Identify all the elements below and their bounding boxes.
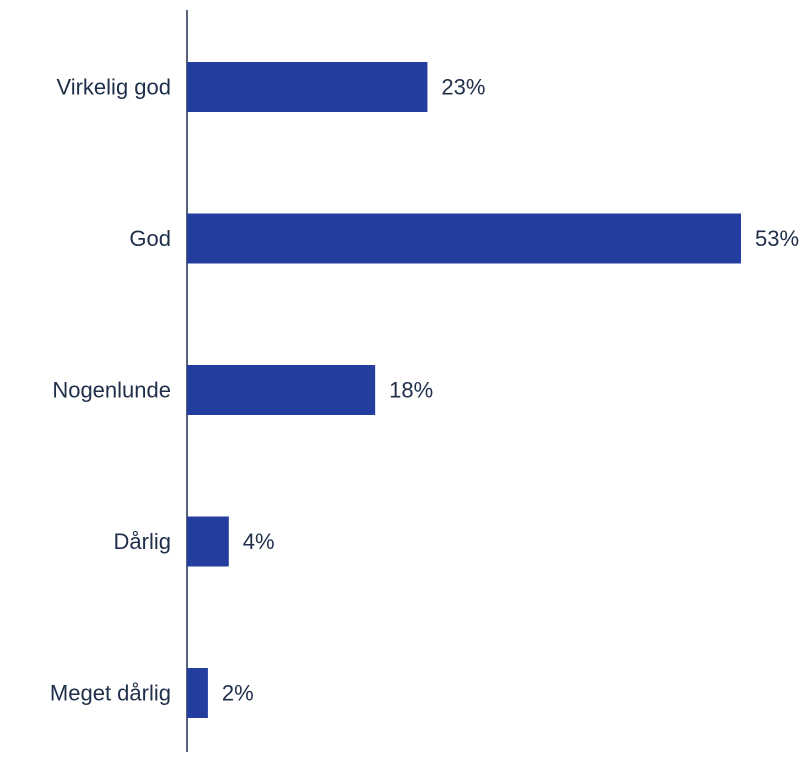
bar-group: Virkelig god 23% (56, 62, 485, 112)
bar-group: God 53% (129, 214, 799, 264)
value-label: 23% (441, 75, 485, 100)
bar-group: Dårlig 4% (114, 517, 275, 567)
bar-group: Meget dårlig 2% (50, 668, 254, 718)
value-label: 18% (389, 378, 433, 403)
category-label: Meget dårlig (50, 681, 171, 706)
category-label: God (129, 226, 171, 251)
bars-layer: Virkelig god 23% God 53% Nogenlunde 18% Dårlig… (50, 62, 799, 718)
category-label: Nogenlunde (52, 378, 171, 403)
bar (187, 214, 741, 264)
value-label: 2% (222, 681, 254, 706)
bar (187, 62, 427, 112)
category-label: Dårlig (114, 529, 171, 554)
bar-group: Nogenlunde 18% (52, 365, 433, 415)
category-label: Virkelig god (56, 75, 171, 100)
value-label: 4% (243, 529, 275, 554)
bar (187, 517, 229, 567)
bar (187, 365, 375, 415)
bar (187, 668, 208, 718)
value-label: 53% (755, 226, 799, 251)
